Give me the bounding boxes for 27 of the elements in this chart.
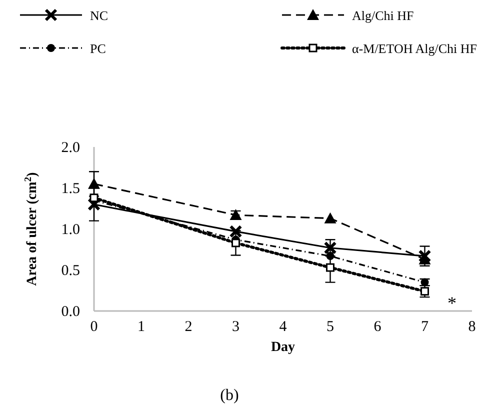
text: (b) [220,387,239,404]
x-tick-label: 6 [374,319,382,335]
x-tick-label: 3 [232,319,240,335]
legend-label: α-M/ETOH Alg/Chi HF [352,41,478,56]
point [229,224,242,238]
legend-label: NC [90,8,108,23]
x-tick-label: 5 [326,319,334,335]
y-tick-label: 1.5 [61,181,80,197]
point [88,178,100,189]
annotation: * [448,293,456,313]
legend-label: Alg/Chi HF [352,8,414,23]
x-tick-label: 4 [279,319,288,335]
y-tick-label: 0.5 [61,263,80,279]
y-tick-label: 1.0 [61,222,80,238]
x-axis-title: Day [270,340,296,355]
y-tick-label: 2.0 [61,140,80,156]
point [324,212,336,224]
x-tick-label: 7 [421,319,429,335]
legend-label: PC [90,41,106,56]
x-tick-label: 8 [468,319,476,335]
point [418,250,432,263]
x-tick-label: 1 [138,319,145,335]
point [232,238,240,248]
point [326,263,334,272]
x-tick-label: 0 [90,319,98,335]
y-tick-label: 0.0 [61,304,80,320]
x-tick-label: 2 [184,319,192,335]
